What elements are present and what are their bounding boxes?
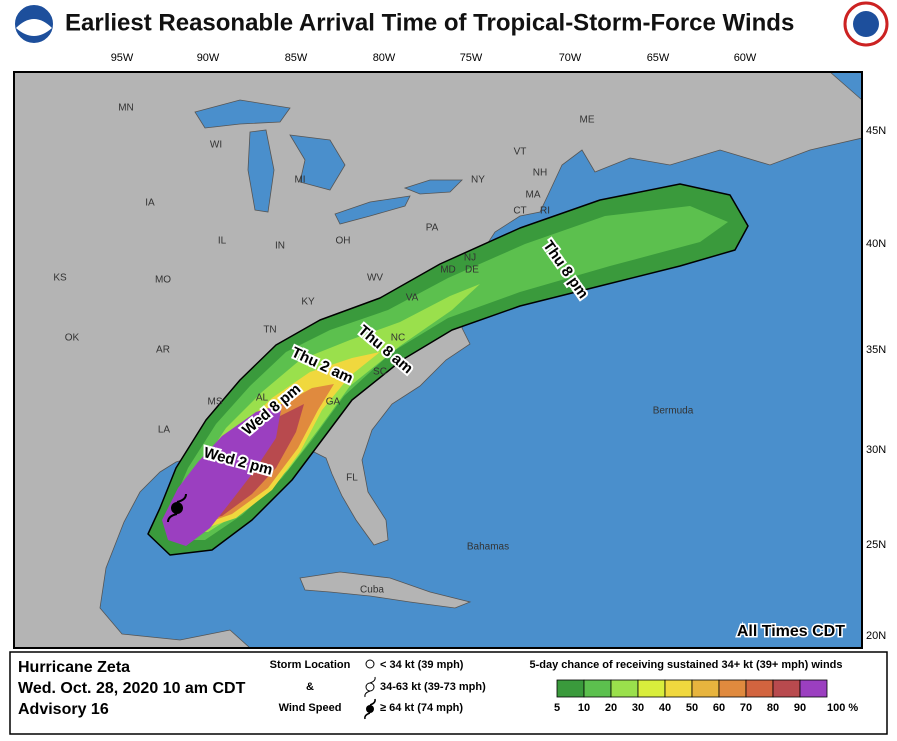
region-label: AL xyxy=(256,393,269,404)
place-label: Cuba xyxy=(360,585,384,596)
place-label: Bermuda xyxy=(653,406,694,417)
region-label: WV xyxy=(367,273,383,284)
region-label: LA xyxy=(158,425,171,436)
legend-label: 70 xyxy=(740,702,752,714)
legend-label: 30 xyxy=(632,702,644,714)
region-label: FL xyxy=(346,473,358,484)
symbol-label: < 34 kt (39 mph) xyxy=(380,659,464,671)
longitude-label: 60W xyxy=(734,52,757,64)
region-label: ME xyxy=(580,115,595,126)
place-label: Bahamas xyxy=(467,542,509,553)
latitude-label: 20N xyxy=(866,630,886,642)
symbol-weak xyxy=(365,659,375,669)
region-label: MI xyxy=(294,175,305,186)
region-label: WI xyxy=(210,140,222,151)
region-label: IL xyxy=(218,236,227,247)
symbol-heading: Wind Speed xyxy=(279,702,342,714)
longitude-label: 70W xyxy=(559,52,582,64)
great-lakes xyxy=(194,99,463,225)
symbol-hurricane xyxy=(364,698,376,720)
legend-label: 10 xyxy=(578,702,590,714)
region-label: OH xyxy=(336,236,351,247)
region-label: VT xyxy=(514,147,527,158)
storm-location xyxy=(167,493,187,523)
longitude-label: 65W xyxy=(647,52,670,64)
latitude-label: 25N xyxy=(866,539,886,551)
region-label: NJ xyxy=(464,253,476,264)
region-label: AR xyxy=(156,345,170,356)
legend-swatch xyxy=(556,679,585,698)
legend-label: 5 xyxy=(554,702,560,714)
latitude-label: 35N xyxy=(866,344,886,356)
region-label: MD xyxy=(440,265,456,276)
region-label: KS xyxy=(53,273,67,284)
longitude-label: 75W xyxy=(460,52,483,64)
time-zone-note: All Times CDT xyxy=(737,623,845,640)
region-label: CT xyxy=(513,206,526,217)
symbol-heading: Storm Location xyxy=(270,659,351,671)
region-label: KY xyxy=(301,297,315,308)
region-label: RI xyxy=(540,206,550,217)
cuba xyxy=(299,571,472,609)
region-label: IA xyxy=(145,198,155,209)
legend-swatch xyxy=(583,679,612,698)
region-label: GA xyxy=(326,397,341,408)
region-label: MO xyxy=(155,275,171,286)
longitude-label: 90W xyxy=(197,52,220,64)
legend-swatch xyxy=(799,679,828,698)
title: Earliest Reasonable Arrival Time of Trop… xyxy=(65,9,794,36)
region-label: MN xyxy=(118,103,134,114)
region-label: DE xyxy=(465,265,479,276)
region-label: IN xyxy=(275,241,285,252)
probability-swath xyxy=(147,183,749,556)
region-label: NH xyxy=(533,168,547,179)
latitude-label: 45N xyxy=(866,125,886,137)
symbol-label: 34-63 kt (39-73 mph) xyxy=(380,681,486,693)
noaa-logo xyxy=(13,3,55,45)
advisory-number: Advisory 16 xyxy=(18,701,109,718)
land xyxy=(13,71,863,649)
legend-label: 80 xyxy=(767,702,779,714)
region-label: OK xyxy=(65,333,80,344)
legend-swatch xyxy=(637,679,666,698)
symbol-label: ≥ 64 kt (74 mph) xyxy=(380,702,463,714)
legend-label: 20 xyxy=(605,702,617,714)
symbol-heading: & xyxy=(306,681,314,693)
footer-panel xyxy=(9,651,888,735)
legend-swatch xyxy=(664,679,693,698)
latitude-label: 30N xyxy=(866,444,886,456)
longitude-label: 95W xyxy=(111,52,134,64)
legend-label: 90 xyxy=(794,702,806,714)
legend-swatch xyxy=(718,679,747,698)
region-label: NY xyxy=(471,175,485,186)
longitude-label: 85W xyxy=(285,52,308,64)
storm-name: Hurricane Zeta xyxy=(18,659,130,676)
nws-logo xyxy=(843,1,889,47)
legend-swatch xyxy=(691,679,720,698)
symbol-storm xyxy=(364,676,376,698)
legend-title: 5-day chance of receiving sustained 34+ … xyxy=(530,659,843,671)
legend-label: 100 % xyxy=(827,702,858,714)
legend-label: 50 xyxy=(686,702,698,714)
region-label: SC xyxy=(373,367,387,378)
legend-swatch xyxy=(745,679,774,698)
region-label: PA xyxy=(426,223,439,234)
legend-label: 60 xyxy=(713,702,725,714)
region-label: VA xyxy=(406,293,419,304)
region-label: MA xyxy=(526,190,541,201)
longitude-label: 80W xyxy=(373,52,396,64)
legend-swatch xyxy=(610,679,639,698)
legend-label: 40 xyxy=(659,702,671,714)
latitude-label: 40N xyxy=(866,238,886,250)
map-frame xyxy=(13,71,863,649)
advisory-date: Wed. Oct. 28, 2020 10 am CDT xyxy=(18,680,246,697)
region-label: MS xyxy=(208,397,223,408)
legend-swatch xyxy=(772,679,801,698)
region-label: TN xyxy=(263,325,276,336)
region-label: NC xyxy=(391,333,405,344)
